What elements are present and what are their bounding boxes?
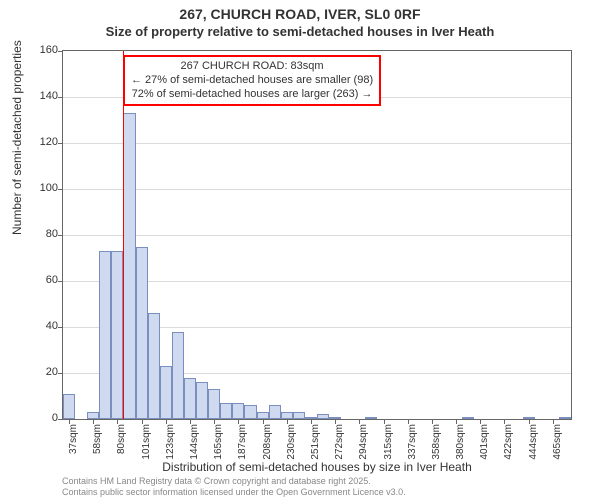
y-tick-label: 20 — [28, 366, 58, 378]
y-tick-label: 100 — [28, 182, 58, 194]
title-subtitle: Size of property relative to semi-detach… — [0, 24, 600, 39]
info-box: 267 CHURCH ROAD: 83sqm ← 27% of semi-det… — [123, 55, 381, 106]
histogram-bar — [123, 113, 135, 419]
x-tick-label: 380sqm — [455, 424, 466, 464]
x-tick-label: 187sqm — [237, 424, 248, 464]
x-tick-label: 315sqm — [383, 424, 394, 464]
x-tick-label: 465sqm — [552, 424, 563, 464]
x-tick-label: 401sqm — [479, 424, 490, 464]
info-line2: ← 27% of semi-detached houses are smalle… — [131, 74, 373, 88]
histogram-bar — [196, 382, 208, 419]
histogram-bar — [184, 378, 196, 419]
x-tick-label: 422sqm — [503, 424, 514, 464]
histogram-bar — [160, 366, 172, 419]
plot-area: 267 CHURCH ROAD: 83sqm ← 27% of semi-det… — [62, 50, 572, 420]
footer-area: Contains HM Land Registry data © Crown c… — [62, 476, 406, 498]
y-tick-label: 160 — [28, 44, 58, 56]
histogram-bar — [257, 412, 269, 419]
x-tick-label: 358sqm — [431, 424, 442, 464]
histogram-bar — [293, 412, 305, 419]
histogram-bar — [559, 417, 571, 419]
x-axis-label: Distribution of semi-detached houses by … — [62, 460, 572, 474]
y-tick-mark — [58, 327, 63, 328]
x-tick-label: 272sqm — [334, 424, 345, 464]
footer-line2: Contains public sector information licen… — [62, 487, 406, 498]
histogram-bar — [269, 405, 281, 419]
histogram-bar — [244, 405, 256, 419]
y-tick-mark — [58, 419, 63, 420]
gridline — [63, 235, 571, 236]
x-tick-label: 37sqm — [68, 424, 79, 464]
histogram-bar — [63, 394, 75, 419]
y-tick-label: 120 — [28, 136, 58, 148]
histogram-bar — [148, 313, 160, 419]
gridline — [63, 189, 571, 190]
y-tick-mark — [58, 281, 63, 282]
histogram-bar — [99, 251, 111, 419]
y-tick-mark — [58, 143, 63, 144]
chart-container: 267, CHURCH ROAD, IVER, SL0 0RF Size of … — [0, 0, 600, 500]
footer-line1: Contains HM Land Registry data © Crown c… — [62, 476, 406, 487]
histogram-bar — [232, 403, 244, 419]
gridline — [63, 143, 571, 144]
histogram-bar — [136, 247, 148, 420]
x-tick-label: 80sqm — [116, 424, 127, 464]
title-area: 267, CHURCH ROAD, IVER, SL0 0RF Size of … — [0, 0, 600, 39]
y-tick-mark — [58, 235, 63, 236]
y-tick-label: 80 — [28, 228, 58, 240]
x-tick-label: 101sqm — [141, 424, 152, 464]
histogram-bar — [462, 417, 474, 419]
histogram-bar — [281, 412, 293, 419]
y-tick-label: 60 — [28, 274, 58, 286]
y-tick-mark — [58, 189, 63, 190]
info-line1: 267 CHURCH ROAD: 83sqm — [131, 60, 373, 74]
y-tick-mark — [58, 97, 63, 98]
histogram-bar — [220, 403, 232, 419]
x-tick-label: 58sqm — [92, 424, 103, 464]
x-tick-label: 208sqm — [262, 424, 273, 464]
title-address: 267, CHURCH ROAD, IVER, SL0 0RF — [0, 6, 600, 22]
x-tick-label: 337sqm — [407, 424, 418, 464]
histogram-bar — [208, 389, 220, 419]
x-tick-label: 230sqm — [286, 424, 297, 464]
info-line3: 72% of semi-detached houses are larger (… — [131, 88, 373, 102]
histogram-bar — [172, 332, 184, 419]
x-tick-label: 144sqm — [189, 424, 200, 464]
x-tick-label: 251sqm — [310, 424, 321, 464]
y-tick-mark — [58, 373, 63, 374]
y-tick-mark — [58, 51, 63, 52]
y-tick-label: 40 — [28, 320, 58, 332]
histogram-bar — [111, 251, 123, 419]
histogram-bar — [365, 417, 377, 419]
histogram-bar — [87, 412, 99, 419]
x-tick-label: 165sqm — [213, 424, 224, 464]
x-tick-label: 123sqm — [165, 424, 176, 464]
histogram-bar — [317, 414, 329, 419]
y-tick-label: 140 — [28, 90, 58, 102]
x-tick-label: 444sqm — [528, 424, 539, 464]
y-tick-label: 0 — [28, 412, 58, 424]
x-tick-label: 294sqm — [358, 424, 369, 464]
y-axis-label: Number of semi-detached properties — [10, 40, 24, 235]
